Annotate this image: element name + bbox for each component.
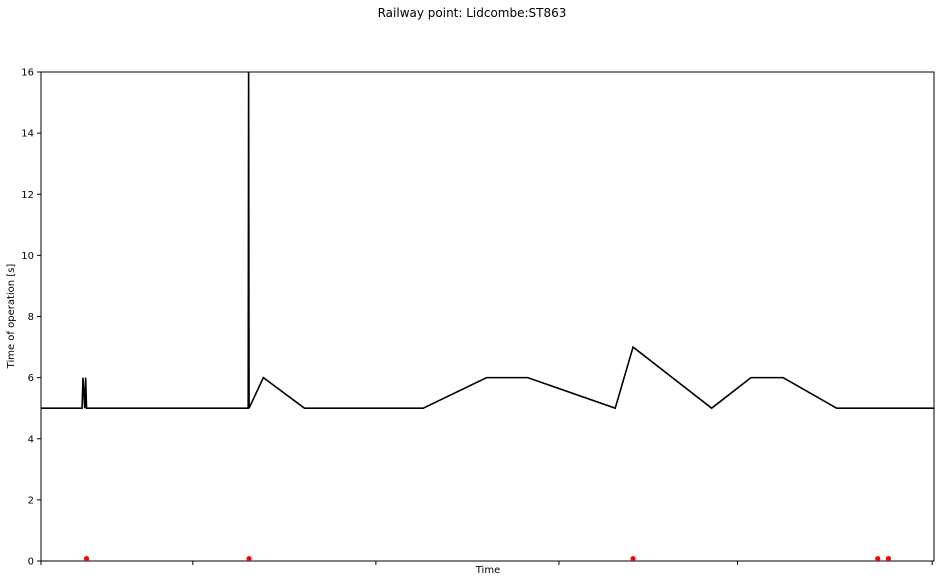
plot-area [40,71,935,562]
y-tick-label: 14 [21,129,34,140]
y-tick-label: 12 [21,190,34,201]
series-point [83,555,90,562]
x-axis-label: Time [475,565,500,576]
series-point [630,555,636,562]
series-point [885,555,892,562]
plot-frame [40,71,935,562]
series-point [875,555,881,562]
series-layer [41,71,934,562]
series-line [41,71,934,410]
y-tick-label: 2 [28,495,34,506]
y-tick-label: 6 [28,373,34,384]
y-tick-label: 0 [28,557,34,568]
y-tick-label: 4 [28,434,34,445]
y-axis: 0 2 4 6 8 10 12 14 16 [21,68,41,568]
x-axis [40,561,933,565]
y-axis-label: Time of operation [s] [6,264,17,370]
y-tick-label: 16 [21,68,34,79]
series-point [246,555,252,562]
chart-title: Railway point: Lidcombe:ST863 [378,6,567,20]
y-tick-label: 8 [28,312,34,323]
y-tick-label: 10 [21,251,34,262]
